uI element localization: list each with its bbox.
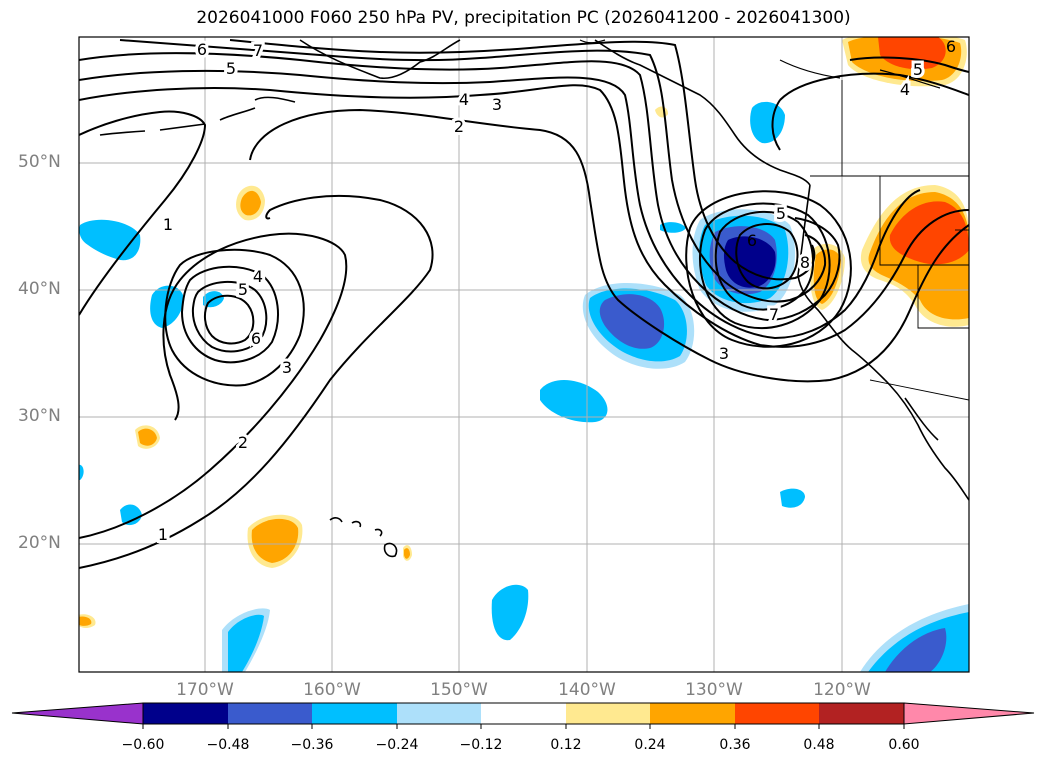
colorbar-segment (228, 703, 312, 724)
contour-label: 4 (459, 90, 469, 109)
colorbar-extend-high (903, 702, 1035, 725)
contour-5-east-ring (685, 190, 852, 348)
contour-label: 2 (238, 433, 248, 452)
contour-label: 7 (769, 305, 779, 324)
hawaii-islands (329, 517, 398, 558)
contour-label: 1 (158, 525, 168, 544)
colorbar-segment (650, 703, 735, 724)
contour-label: 5 (913, 60, 923, 79)
colorbar-tick-label: 0.12 (550, 737, 582, 753)
map-plot: 6 7 5 4 3 2 1 4 5 6 3 2 1 5 6 8 7 3 5 4 … (79, 37, 969, 672)
contour-label: 6 (946, 37, 956, 56)
lon-label: 130°W (685, 680, 743, 700)
positive-precip-areas (79, 37, 969, 628)
colorbar (11, 702, 1035, 729)
lat-label: 30°N (18, 406, 61, 426)
contour-label: 3 (719, 344, 729, 363)
contour-5-west (191, 280, 268, 353)
colorbar-segment (481, 703, 566, 724)
pv-contours (79, 39, 969, 569)
neg-area-south-1 (491, 584, 529, 641)
contour-4-west (180, 265, 279, 364)
colorbar-tick-label: 0.60 (888, 737, 920, 753)
colorbar-segment (312, 703, 397, 724)
colorbar-tick-label: −0.12 (459, 737, 503, 753)
colorbar-tick-label: −0.36 (290, 737, 334, 753)
contour-label: 5 (226, 59, 236, 78)
contour-5-northeast (849, 56, 969, 73)
contour-2 (79, 232, 348, 539)
contour-label: 2 (454, 117, 464, 136)
colorbar-segment (735, 703, 819, 724)
alaska-coast (99, 39, 461, 136)
lat-label: 40°N (18, 279, 61, 299)
lon-label: 170°W (176, 680, 234, 700)
contour-label: 5 (776, 204, 786, 223)
contour-1-north (79, 110, 207, 316)
neg-area-hawaii-north (120, 504, 142, 526)
lat-label: 20°N (18, 533, 61, 553)
contour-label: 5 (238, 280, 248, 299)
contour-label: 3 (492, 95, 502, 114)
contour-3-west (164, 248, 305, 387)
neg-area-small-1 (540, 380, 608, 423)
lon-label: 140°W (558, 680, 616, 700)
contour-7-east (714, 210, 815, 311)
lon-label: 160°W (303, 680, 361, 700)
contour-label-group: 6 7 5 4 3 2 1 4 5 6 3 2 1 5 6 8 7 3 5 4 … (155, 37, 956, 547)
colorbar-segment (819, 703, 904, 724)
contour-label: 7 (253, 41, 263, 60)
contour-4-north (79, 69, 921, 340)
colorbar-extend-low (11, 702, 144, 725)
lat-label: 50°N (18, 152, 61, 172)
contour-6-west (203, 294, 255, 345)
contour-4-northeast (771, 72, 969, 151)
borders (810, 80, 969, 401)
contour-label: 4 (900, 80, 910, 99)
contour-label: 3 (282, 358, 292, 377)
contour-label: 1 (163, 215, 173, 234)
contour-8-east (735, 223, 799, 290)
canada-coast (594, 39, 811, 186)
contour-5-north (79, 52, 841, 322)
contour-label: 6 (251, 329, 261, 348)
colorbar-segment (566, 703, 650, 724)
contour-2-north (249, 108, 969, 383)
colorbar-tick-label: −0.60 (121, 737, 165, 753)
contour-1-south (79, 194, 434, 569)
contour-label: 6 (747, 231, 757, 250)
colorbar-tick-label: 0.36 (719, 737, 751, 753)
contour-6-east (698, 202, 831, 330)
contour-label: 6 (197, 40, 207, 59)
colorbar-tick-label: −0.48 (206, 737, 250, 753)
colorbar-tick-label: 0.48 (803, 737, 835, 753)
contour-3-north (79, 84, 969, 348)
colorbar-segment (143, 703, 228, 724)
lon-label: 120°W (813, 680, 871, 700)
contour-7-north (229, 39, 816, 281)
map-title: 2026041000 F060 250 hPa PV, precipitatio… (196, 8, 851, 28)
plot-frame (78, 36, 970, 673)
colorbar-segment (397, 703, 481, 724)
contour-label: 4 (253, 267, 263, 286)
colorbar-tick-label: 0.24 (634, 737, 666, 753)
contour-label: 8 (800, 253, 810, 272)
lon-label: 150°W (430, 680, 488, 700)
baja-coast (884, 379, 969, 501)
colorbar-tick-label: −0.24 (375, 737, 419, 753)
